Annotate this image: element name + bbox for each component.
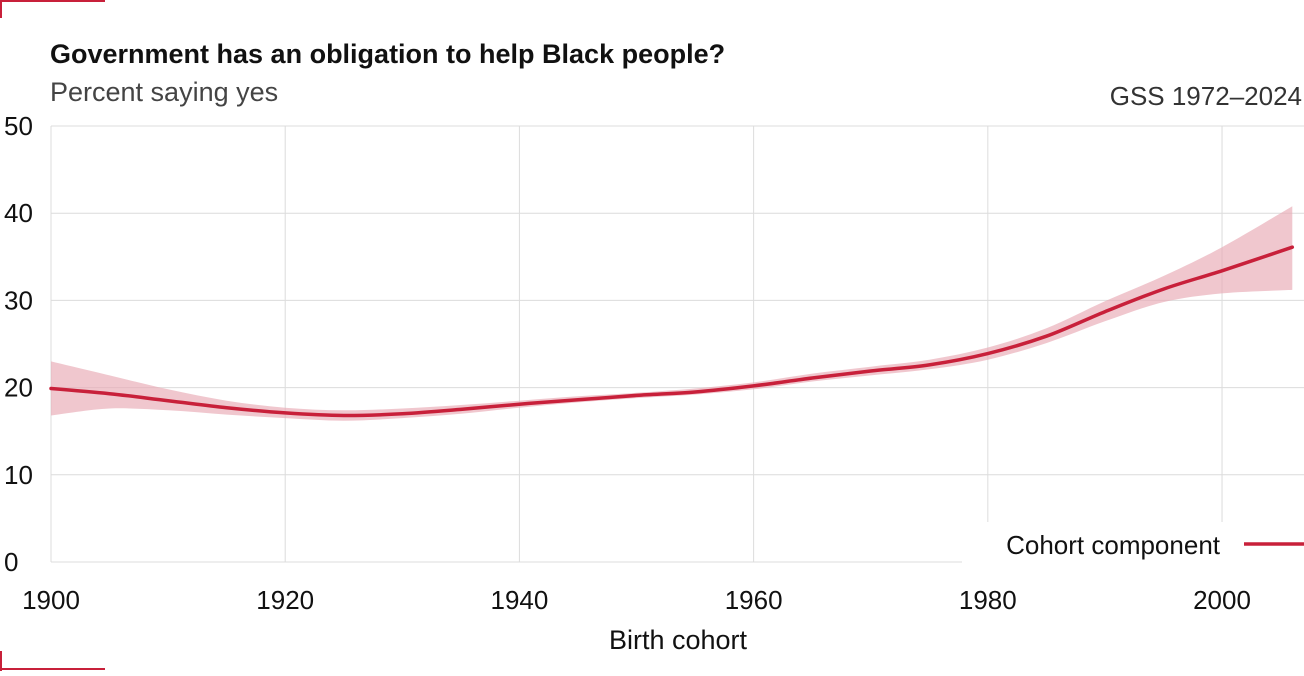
x-tick-label-2000: 2000 (1193, 585, 1251, 615)
y-tick-label-10: 10 (4, 460, 33, 490)
x-tick-label-1940: 1940 (490, 585, 548, 615)
x-tick-label-1980: 1980 (959, 585, 1017, 615)
grid-layer (50, 125, 1304, 563)
x-tick-label-1960: 1960 (725, 585, 783, 615)
y-tick-label-0: 0 (4, 547, 18, 577)
y-tick-label-20: 20 (4, 373, 33, 403)
chart-source: GSS 1972–2024 (1110, 81, 1302, 111)
y-tick-label-30: 30 (4, 285, 33, 315)
band-layer (51, 206, 1293, 421)
x-tick-label-1920: 1920 (256, 585, 314, 615)
line-layer (49, 245, 1295, 418)
y-tick-labels: 0 10 20 30 40 50 (4, 111, 33, 577)
x-tick-label-1900: 1900 (22, 585, 80, 615)
chart-title: Government has an obligation to help Bla… (50, 39, 725, 69)
series-line-0 (49, 245, 1295, 418)
x-axis-label: Birth cohort (609, 625, 748, 655)
y-tick-label-50: 50 (4, 111, 33, 141)
x-tick-labels: 1900 1920 1940 1960 1980 2000 (22, 585, 1251, 615)
confidence-band-0 (51, 206, 1293, 421)
legend-label: Cohort component (1006, 530, 1221, 560)
legend: Cohort component (962, 522, 1304, 568)
chart-subtitle: Percent saying yes (50, 77, 278, 107)
y-tick-label-40: 40 (4, 198, 33, 228)
